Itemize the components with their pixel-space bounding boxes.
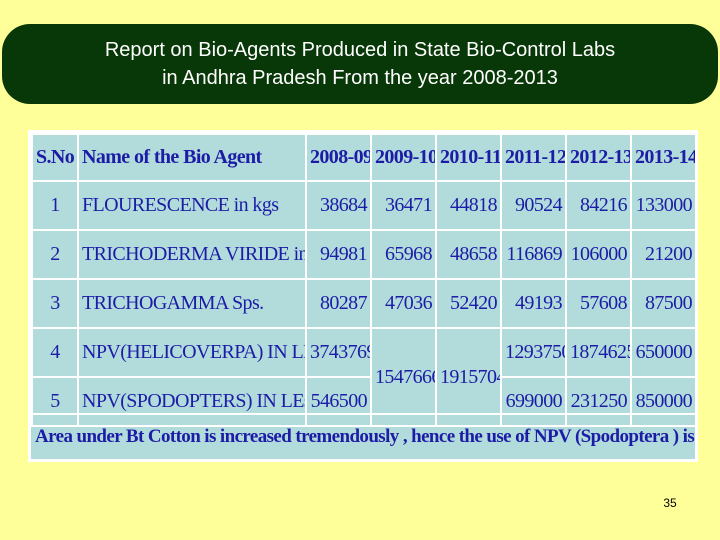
cell-value: 116869 (500, 229, 567, 280)
merged-npv-2010-11: 1915704 (435, 327, 502, 427)
header-sno: S.No (31, 133, 79, 182)
cell-value: 87500 (630, 278, 697, 329)
cell-value: 94981 (305, 229, 372, 280)
row-agent-name: TRICHOGAMMA Sps. (77, 278, 307, 329)
row-agent-name: TRICHODERMA VIRIDE in kgs (77, 229, 307, 280)
merged-npv-2009-10: 1547666 (370, 327, 437, 427)
row-sno: 5 (31, 376, 79, 427)
table-header-row: S.No Name of the Bio Agent 2008-09 2009-… (31, 133, 697, 182)
slide-title-line-2: in Andhra Pradesh From the year 2008-201… (162, 67, 558, 89)
cell-value: 49193 (500, 278, 567, 329)
row-sno: 3 (31, 278, 79, 329)
row-agent-name: FLOURESCENCE in kgs (77, 180, 307, 231)
slide-title-line-1: Report on Bio-Agents Produced in State B… (104, 39, 616, 61)
cell-value: 90524 (500, 180, 567, 231)
cell-value: 80287 (305, 278, 372, 329)
cell-value: 850000 (630, 376, 697, 427)
header-2010-11: 2010-11 (435, 133, 502, 182)
cell-value: 1293750 (500, 327, 567, 378)
cell-value: 231250 (565, 376, 632, 427)
header-agent-name: Name of the Bio Agent (77, 133, 307, 182)
header-2011-12: 2011-12 (500, 133, 567, 182)
cell-value: 699000 (500, 376, 567, 427)
header-2009-10: 2009-10 (370, 133, 437, 182)
row-agent-name: NPV(HELICOVERPA) IN LEs (77, 327, 307, 378)
cell-value: 650000 (630, 327, 697, 378)
header-2012-13: 2012-13 (565, 133, 632, 182)
slide-title-banner: Report on Bio-Agents Produced in State B… (2, 24, 718, 104)
table-row: 3 TRICHOGAMMA Sps. 80287 47036 52420 491… (31, 278, 697, 329)
cell-value: 52420 (435, 278, 502, 329)
page-number: 35 (663, 496, 677, 510)
cell-value: 21200 (630, 229, 697, 280)
row-agent-name: NPV(SPODOPTERS) IN LEs (77, 376, 307, 427)
cell-value: 106000 (565, 229, 632, 280)
cell-value: 44818 (435, 180, 502, 231)
header-2008-09: 2008-09 (305, 133, 372, 182)
cell-value: 546500 (305, 376, 372, 427)
cell-value: 36471 (370, 180, 437, 231)
cell-value: 133000 (630, 180, 697, 231)
table-row: 5 NPV(SPODOPTERS) IN LEs 546500 699000 2… (31, 376, 697, 427)
cell-value: 65968 (370, 229, 437, 280)
cell-value: 57608 (565, 278, 632, 329)
table-row: 1 FLOURESCENCE in kgs 38684 36471 44818 … (31, 180, 697, 231)
row-sno: 2 (31, 229, 79, 280)
row-sno: 1 (31, 180, 79, 231)
table-row: 4 NPV(HELICOVERPA) IN LEs 3743769 154766… (31, 327, 697, 427)
header-2013-14: 2013-14 (630, 133, 697, 182)
bio-agents-table-container: S.No Name of the Bio Agent 2008-09 2009-… (28, 130, 698, 462)
table-footnote: Area under Bt Cotton is increased tremen… (31, 413, 695, 459)
cell-value: 48658 (435, 229, 502, 280)
cell-value: 47036 (370, 278, 437, 329)
cell-value: 3743769 (305, 327, 372, 378)
bio-agents-table: S.No Name of the Bio Agent 2008-09 2009-… (31, 133, 697, 427)
cell-value: 1874625 (565, 327, 632, 378)
cell-value: 84216 (565, 180, 632, 231)
row-sno: 4 (31, 327, 79, 378)
cell-value: 38684 (305, 180, 372, 231)
table-row: 2 TRICHODERMA VIRIDE in kgs 94981 65968 … (31, 229, 697, 280)
